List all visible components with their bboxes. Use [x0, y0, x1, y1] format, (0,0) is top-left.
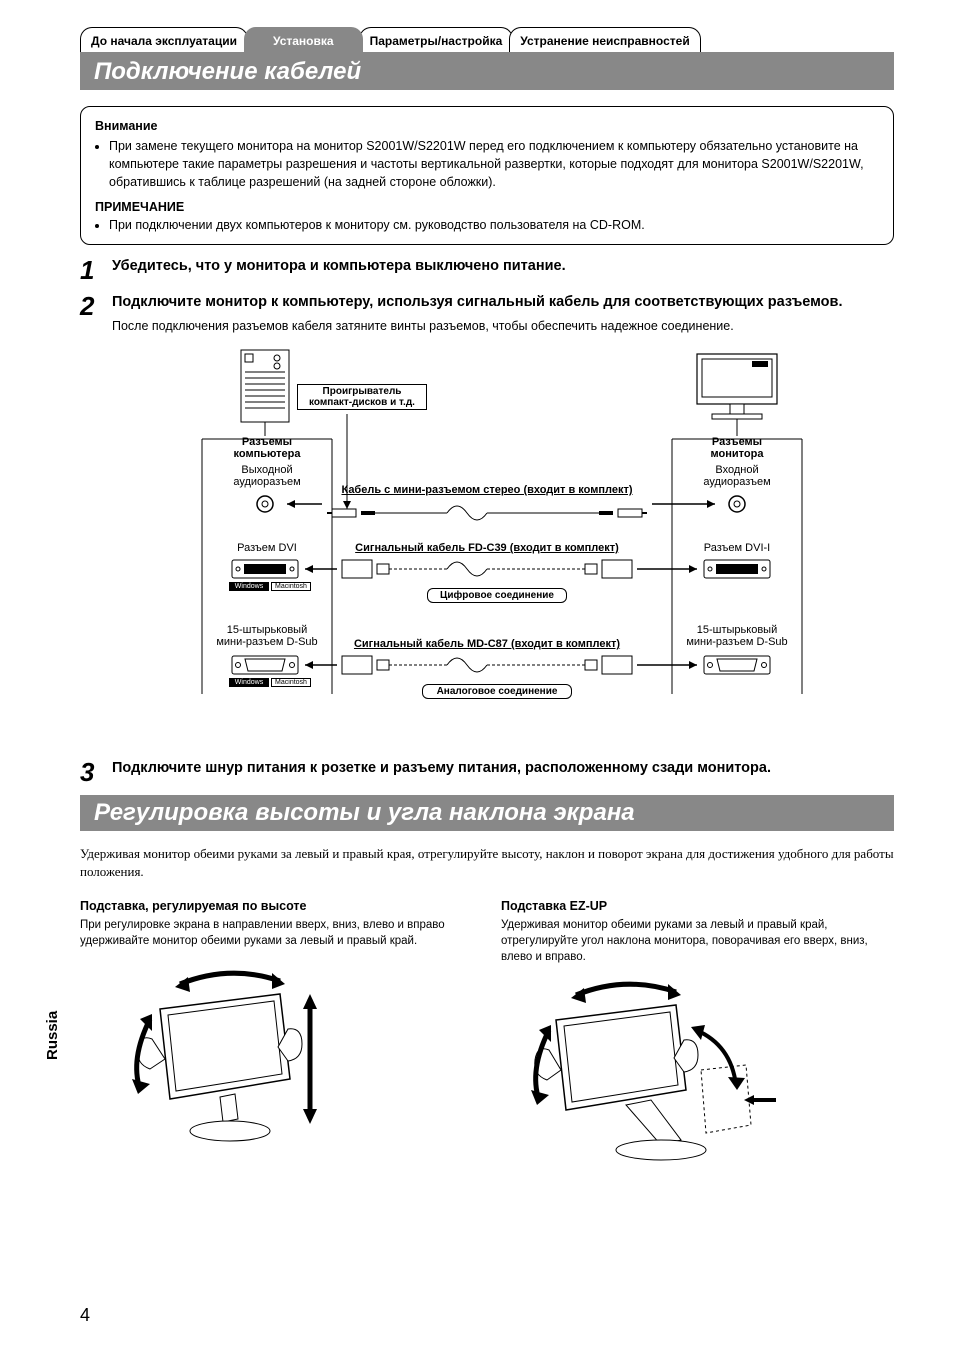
step-1-title: Убедитесь, что у монитора и компьютера в…	[112, 257, 894, 277]
col-ezup-stand: Подставка EZ-UP Удерживая монитор обеими…	[501, 899, 894, 1180]
step-2-title: Подключите монитор к компьютеру, использ…	[112, 293, 894, 313]
stand-columns: Подставка, регулируемая по высоте При ре…	[80, 899, 894, 1180]
col-b-title: Подставка EZ-UP	[501, 899, 894, 913]
os-badge-windows: Windows	[229, 582, 269, 591]
step-2-desc: После подключения разъемов кабеля затяни…	[112, 318, 894, 336]
section-cable-connection: Подключение кабелей	[80, 54, 894, 90]
diagram-analog-label: Аналоговое соединение	[422, 684, 572, 699]
col-a-title: Подставка, регулируемая по высоте	[80, 899, 473, 913]
tab-installation[interactable]: Установка	[244, 27, 363, 52]
col-a-desc: При регулировке экрана в направлении вве…	[80, 917, 473, 949]
height-stand-illustration	[80, 959, 360, 1159]
diagram-mon-audio: Входной аудиоразъем	[677, 464, 797, 488]
page-number: 4	[80, 1305, 90, 1326]
col-b-desc: Удерживая монитор обеими руками за левый…	[501, 917, 894, 965]
tab-bar: До начала эксплуатации Установка Парамет…	[80, 20, 894, 54]
step-3-title: Подключите шнур питания к розетке и разъ…	[112, 759, 894, 779]
section2-intro: Удерживая монитор обеими руками за левый…	[80, 845, 894, 881]
step-1: 1 Убедитесь, что у монитора и компьютера…	[80, 257, 894, 283]
step-1-num: 1	[80, 257, 112, 283]
diagram-mon-header: Разъемы монитора	[677, 436, 797, 460]
tab-troubleshoot[interactable]: Устранение неисправностей	[509, 27, 700, 52]
diagram-mon-dvi: Разъем DVI-I	[677, 542, 797, 554]
attention-box: Внимание При замене текущего монитора на…	[80, 106, 894, 245]
os-badge-macintosh: Macintosh	[271, 582, 311, 591]
step-3-num: 3	[80, 759, 112, 785]
note-title: ПРИМЕЧАНИЕ	[95, 198, 879, 216]
diagram-pc-dsub: 15-штырьковый мини-разъем D-Sub	[197, 624, 337, 648]
note-bullet: При подключении двух компьютеров к монит…	[109, 216, 879, 234]
attention-title: Внимание	[95, 117, 879, 135]
step-2-num: 2	[80, 293, 112, 336]
step-2: 2 Подключите монитор к компьютеру, испол…	[80, 293, 894, 336]
os-badge-macintosh-2: Macintosh	[271, 678, 311, 687]
diagram-cable-dsub: Сигнальный кабель MD-C87 (входит в компл…	[337, 638, 637, 650]
col-height-stand: Подставка, регулируемая по высоте При ре…	[80, 899, 473, 1180]
diagram-cable-audio: Кабель с мини-разъемом стерео (входит в …	[337, 484, 637, 496]
ezup-stand-illustration	[501, 975, 781, 1175]
diagram-cable-dvi: Сигнальный кабель FD-C39 (входит в компл…	[337, 542, 637, 554]
os-badge-windows-2: Windows	[229, 678, 269, 687]
section-height-angle: Регулировка высоты и угла наклона экрана	[80, 795, 894, 831]
tab-before-use[interactable]: До начала эксплуатации	[80, 27, 248, 52]
diagram-pc-dvi: Разъем DVI	[207, 542, 327, 554]
diagram-mon-dsub: 15-штырьковый мини-разъем D-Sub	[667, 624, 807, 648]
connection-diagram: Проигрыватель компакт-дисков и т.д. Разъ…	[137, 344, 837, 749]
side-language-label: Russia	[44, 1011, 61, 1060]
diagram-digital-label: Цифровое соединение	[427, 588, 567, 603]
diagram-player-label: Проигрыватель компакт-дисков и т.д.	[297, 384, 427, 410]
diagram-pc-header: Разъемы компьютера	[207, 436, 327, 460]
attention-bullet: При замене текущего монитора на монитор …	[109, 137, 879, 191]
step-3: 3 Подключите шнур питания к розетке и ра…	[80, 759, 894, 785]
tab-settings[interactable]: Параметры/настройка	[359, 27, 514, 52]
diagram-pc-audio: Выходной аудиоразъем	[207, 464, 327, 488]
